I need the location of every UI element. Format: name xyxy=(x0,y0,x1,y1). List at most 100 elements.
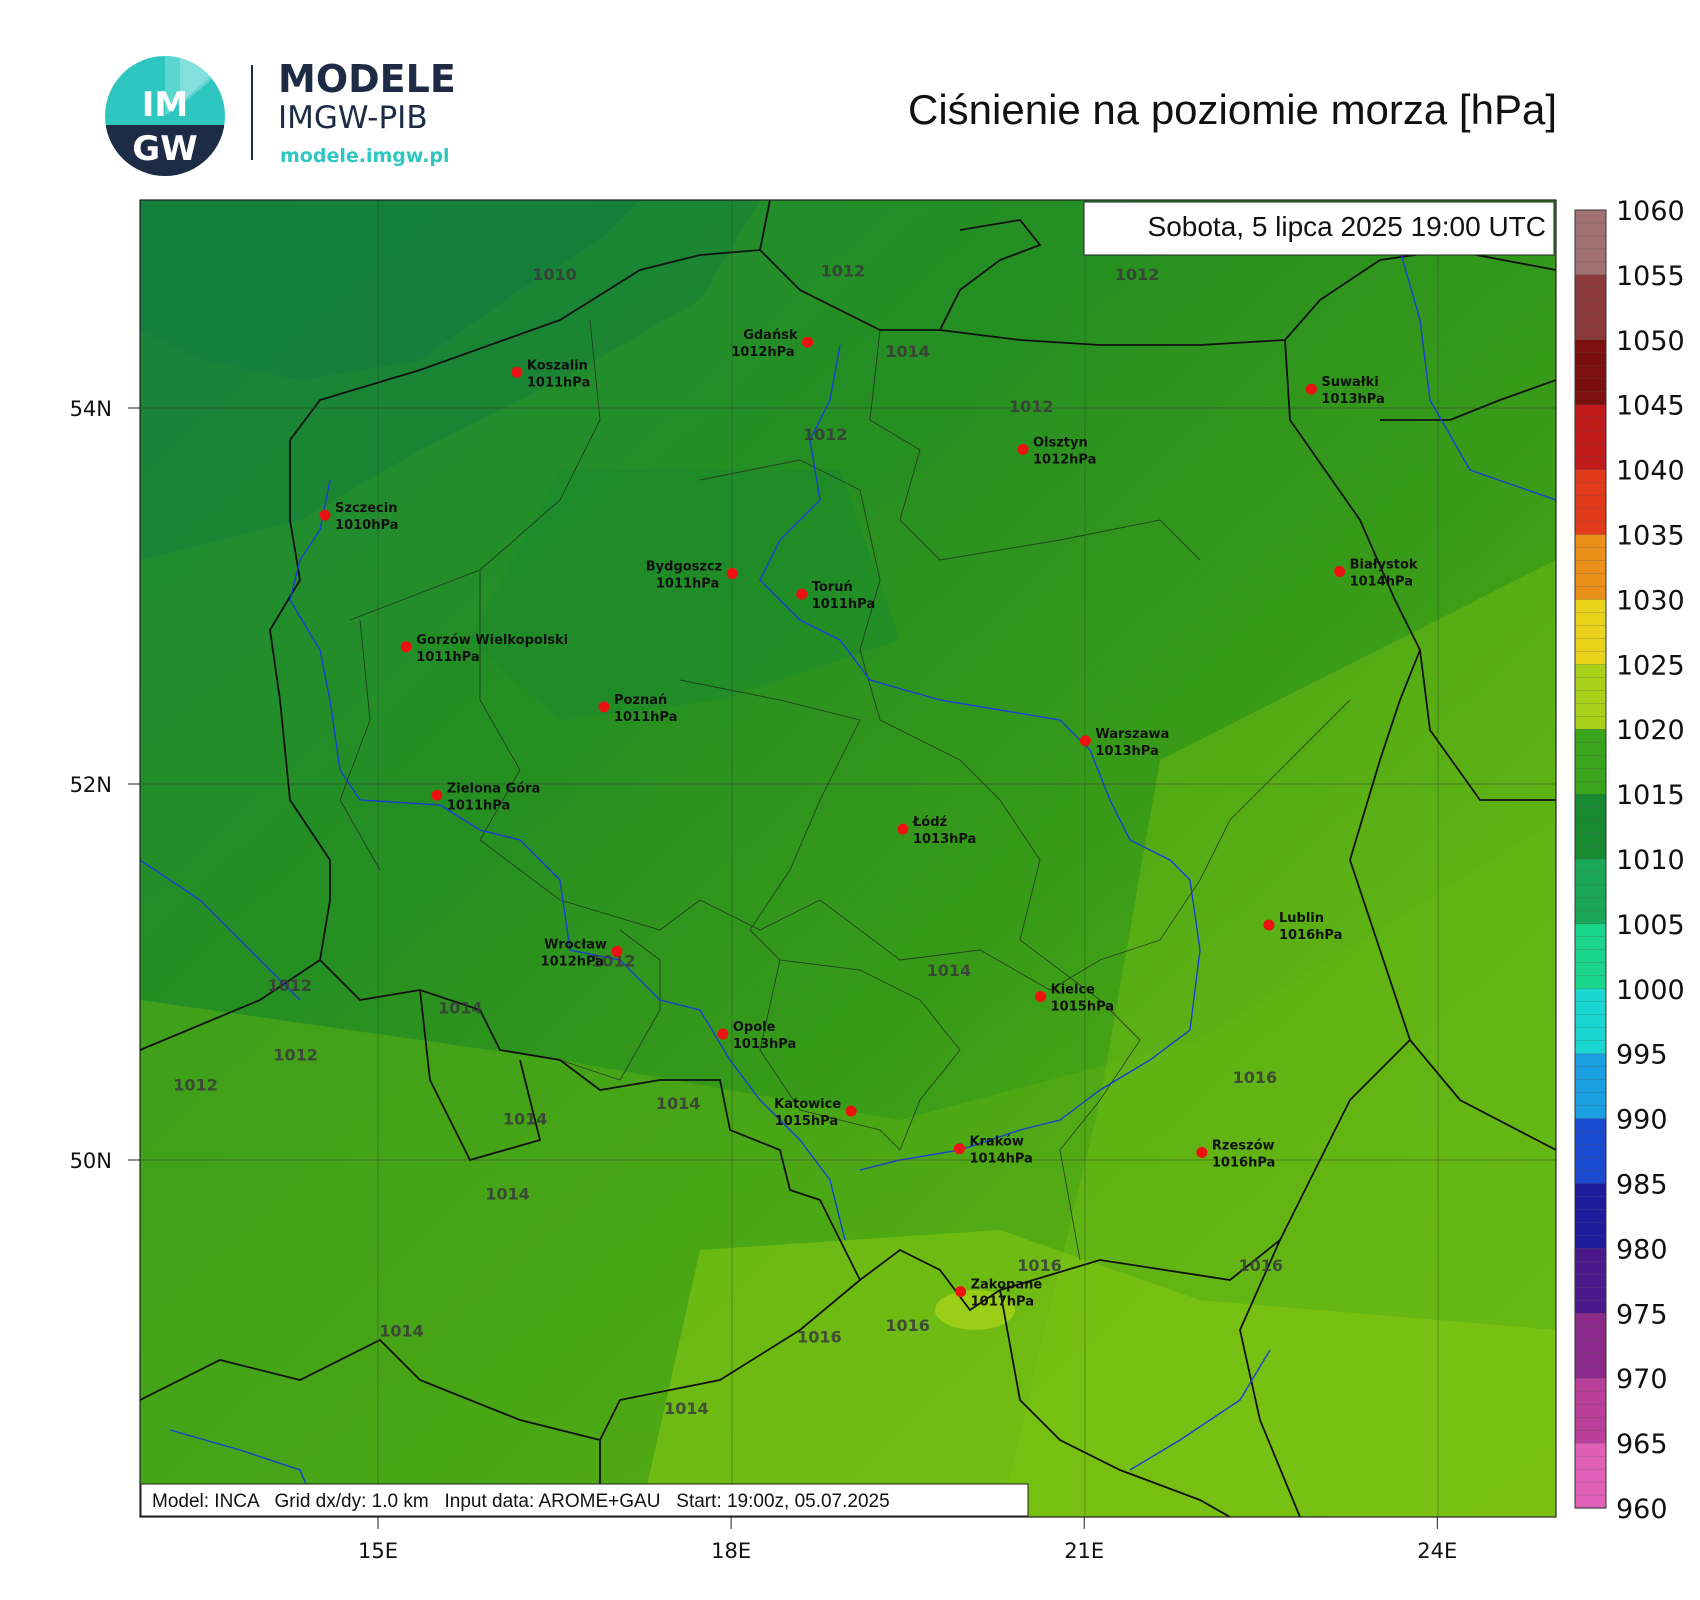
colorbar-segment xyxy=(1574,1417,1607,1431)
colorbar-tick-label: 1045 xyxy=(1616,391,1685,422)
colorbar: 1060 1055 1050 1045 1040 1035 1030 1025 1020 1015… xyxy=(1574,196,1685,1525)
colorbar-segment xyxy=(1574,339,1607,354)
city-pressure: 1012hPa xyxy=(731,345,794,360)
isobar-label: 1014 xyxy=(438,998,483,1017)
sea-area xyxy=(140,200,640,380)
isobar-label: 1012 xyxy=(821,261,866,280)
city-marker[interactable]: Wrocław 1012hPa xyxy=(541,937,623,969)
datetime-box-bg xyxy=(1083,201,1555,256)
city-pressure: 1016hPa xyxy=(1212,1155,1275,1170)
city-pressure: 1011hPa xyxy=(812,597,875,612)
colorbar-segment xyxy=(1574,793,1607,808)
city-dot xyxy=(319,509,331,521)
colorbar-segment xyxy=(1574,988,1607,1003)
city-pressure: 1016hPa xyxy=(1279,928,1342,943)
city-pressure: 1015hPa xyxy=(775,1114,838,1129)
colorbar-segment xyxy=(1574,287,1607,302)
city-marker[interactable]: Olsztyn 1012hPa xyxy=(1017,435,1096,467)
city-name: Łódź xyxy=(912,815,947,830)
city-marker[interactable]: Białystok 1014hPa xyxy=(1334,558,1418,590)
colorbar-segment xyxy=(1574,456,1607,471)
colorbar-segment xyxy=(1574,1066,1607,1081)
city-name: Opole xyxy=(733,1020,776,1035)
isobar-label: 1012 xyxy=(267,976,312,995)
colorbar-segment xyxy=(1574,560,1607,575)
city-marker[interactable]: Rzeszów 1016hPa xyxy=(1196,1138,1275,1170)
colorbar-segment xyxy=(1574,651,1607,665)
city-markers: Gdańsk 1012hPa Koszalin 1011hPa Suwałki 1013h… xyxy=(319,328,1418,1310)
axis-ticks: 54N 52N 50N 15E 18E 21E 24E xyxy=(70,397,1458,1563)
lon-tick-label: 21E xyxy=(1064,1539,1104,1563)
colorbar-segment xyxy=(1574,1170,1607,1185)
lat-tick-label: 54N xyxy=(70,397,112,421)
city-marker[interactable]: Gorzów Wielkopolski 1011hPa xyxy=(400,633,568,665)
city-pressure: 1011hPa xyxy=(614,710,677,725)
colorbar-segment xyxy=(1574,1248,1607,1263)
city-dot xyxy=(953,1143,965,1155)
rivers xyxy=(140,249,1556,1517)
city-name: Rzeszów xyxy=(1212,1138,1275,1153)
city-pressure: 1013hPa xyxy=(1095,744,1158,759)
high-pressure-zone xyxy=(640,1230,1556,1517)
city-marker[interactable]: Gdańsk 1012hPa xyxy=(731,328,814,360)
colorbar-segment xyxy=(1574,625,1607,639)
datetime-label: Sobota, 5 lipca 2025 19:00 UTC xyxy=(1148,211,1546,242)
country-borders xyxy=(140,200,1556,1517)
city-marker[interactable]: Warszawa 1013hPa xyxy=(1079,727,1169,759)
city-marker[interactable]: Opole 1013hPa xyxy=(717,1020,796,1052)
colorbar-segment xyxy=(1574,547,1607,562)
city-pressure: 1013hPa xyxy=(733,1037,796,1052)
colorbar-segment xyxy=(1574,508,1607,523)
isobar-label: 1012 xyxy=(1009,397,1054,416)
city-marker[interactable]: Zakopane 1017hPa xyxy=(955,1278,1042,1310)
city-marker[interactable]: Suwałki 1013hPa xyxy=(1305,375,1385,407)
lon-tick-label: 15E xyxy=(358,1539,398,1563)
city-name: Olsztyn xyxy=(1033,435,1088,450)
city-marker[interactable]: Zielona Góra 1011hPa xyxy=(431,781,540,813)
datetime-box: Sobota, 5 lipca 2025 19:00 UTC xyxy=(1083,201,1555,256)
city-dot xyxy=(726,567,738,579)
city-dot xyxy=(1035,990,1047,1002)
city-marker[interactable]: Szczecin 1010hPa xyxy=(319,501,399,533)
city-marker[interactable]: Lublin 1016hPa xyxy=(1263,911,1342,943)
city-pressure: 1011hPa xyxy=(656,576,719,591)
city-marker[interactable]: Poznań 1011hPa xyxy=(598,693,677,725)
colorbar-segment xyxy=(1574,1481,1607,1496)
colorbar-segment xyxy=(1574,235,1607,250)
colorbar-segment xyxy=(1574,1105,1607,1120)
high-pressure-zone xyxy=(1000,560,1556,1517)
logo-url[interactable]: modele.imgw.pl xyxy=(280,145,450,167)
isobar-label: 1016 xyxy=(1017,1256,1062,1275)
city-marker[interactable]: Łódź 1013hPa xyxy=(897,815,976,847)
lat-tick-label: 52N xyxy=(70,773,112,797)
colorbar-segment xyxy=(1574,1287,1607,1301)
colorbar-segment xyxy=(1574,495,1607,510)
colorbar-tick-label: 1060 xyxy=(1616,196,1685,227)
pressure-field: 1010 1012 1012 1014 1012 1012 1012 1014 1012 1014… xyxy=(140,200,1556,1517)
colorbar-segment xyxy=(1574,482,1607,497)
city-marker[interactable]: Kraków 1014hPa xyxy=(953,1135,1033,1167)
city-marker[interactable]: Katowice 1015hPa xyxy=(774,1097,857,1129)
lon-tick-label: 18E xyxy=(711,1539,751,1563)
city-marker[interactable]: Kielce 1015hPa xyxy=(1035,982,1114,1014)
imgw-logo[interactable]: IM GW MODELE IMGW-PIB modele.imgw.pl xyxy=(100,56,456,180)
colorbar-tick-label: 975 xyxy=(1616,1299,1668,1330)
model-info-box: Model: INCA Grid dx/dy: 1.0 km Input dat… xyxy=(140,1483,1029,1517)
colorbar-tick-label: 1015 xyxy=(1616,780,1685,811)
colorbar-segment xyxy=(1574,1027,1607,1042)
city-dot xyxy=(845,1105,857,1117)
colorbar-segment xyxy=(1574,443,1607,458)
city-marker[interactable]: Toruń 1011hPa xyxy=(796,580,875,612)
colorbar-segment xyxy=(1574,1092,1607,1107)
colorbar-segment xyxy=(1574,612,1607,626)
city-dot xyxy=(611,945,623,957)
city-name: Białystok xyxy=(1350,558,1418,573)
colorbar-segment xyxy=(1574,1274,1607,1288)
city-marker[interactable]: Bydgoszcz 1011hPa xyxy=(646,559,738,591)
logo-subtitle: IMGW-PIB xyxy=(278,100,428,136)
colorbar-segment xyxy=(1574,690,1607,704)
city-marker[interactable]: Koszalin 1011hPa xyxy=(511,358,590,390)
city-name: Gorzów Wielkopolski xyxy=(416,633,568,648)
colorbar-tick-label: 1025 xyxy=(1616,650,1685,681)
isobar-label: 1016 xyxy=(1238,1256,1283,1275)
